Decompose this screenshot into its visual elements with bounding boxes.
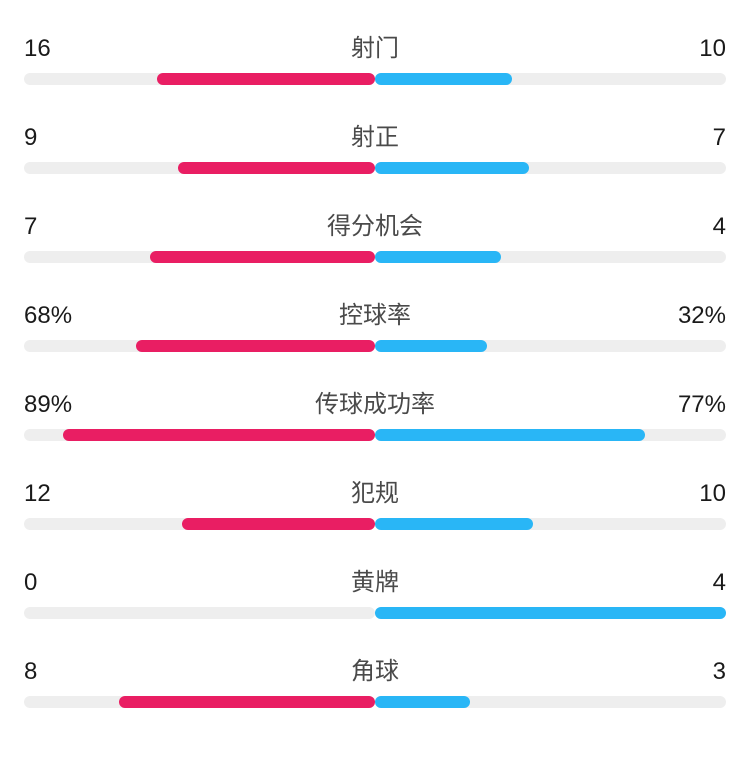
stat-row: 7 得分机会 4 [24, 206, 726, 263]
away-track [375, 429, 726, 441]
stat-label: 犯规 [84, 473, 666, 508]
away-track [375, 162, 726, 174]
home-value: 12 [24, 480, 84, 508]
away-value: 10 [666, 35, 726, 63]
stat-bars [24, 607, 726, 619]
stat-bars [24, 73, 726, 85]
stat-header: 12 犯规 10 [24, 473, 726, 508]
away-fill [375, 340, 487, 352]
away-track [375, 518, 726, 530]
stat-header: 8 角球 3 [24, 651, 726, 686]
stat-header: 16 射门 10 [24, 28, 726, 63]
away-value: 4 [666, 213, 726, 241]
home-track [24, 518, 375, 530]
away-fill [375, 607, 726, 619]
home-track [24, 696, 375, 708]
stat-header: 9 射正 7 [24, 117, 726, 152]
home-track [24, 162, 375, 174]
stat-row: 8 角球 3 [24, 651, 726, 708]
home-track [24, 429, 375, 441]
stat-header: 89% 传球成功率 77% [24, 384, 726, 419]
away-fill [375, 518, 533, 530]
match-stats-chart: 16 射门 10 9 射正 7 7 得分机会 [24, 28, 726, 708]
home-fill [150, 251, 375, 263]
stat-label: 得分机会 [84, 206, 666, 241]
away-fill [375, 696, 470, 708]
home-value: 89% [24, 391, 84, 419]
stat-header: 0 黄牌 4 [24, 562, 726, 597]
stat-row: 16 射门 10 [24, 28, 726, 85]
away-value: 3 [666, 658, 726, 686]
home-value: 7 [24, 213, 84, 241]
stat-label: 黄牌 [84, 562, 666, 597]
away-fill [375, 251, 501, 263]
away-track [375, 607, 726, 619]
home-fill [157, 73, 375, 85]
stat-bars [24, 251, 726, 263]
stat-row: 68% 控球率 32% [24, 295, 726, 352]
stat-label: 射正 [84, 117, 666, 152]
stat-header: 7 得分机会 4 [24, 206, 726, 241]
home-track [24, 607, 375, 619]
stat-row: 12 犯规 10 [24, 473, 726, 530]
home-track [24, 251, 375, 263]
home-value: 0 [24, 569, 84, 597]
stat-header: 68% 控球率 32% [24, 295, 726, 330]
away-value: 77% [666, 391, 726, 419]
stat-label: 传球成功率 [84, 384, 666, 419]
home-fill [178, 162, 375, 174]
stat-bars [24, 518, 726, 530]
away-track [375, 251, 726, 263]
away-track [375, 696, 726, 708]
stat-label: 射门 [84, 28, 666, 63]
away-fill [375, 429, 645, 441]
stat-label: 角球 [84, 651, 666, 686]
stat-bars [24, 340, 726, 352]
home-value: 16 [24, 35, 84, 63]
home-track [24, 73, 375, 85]
stat-label: 控球率 [84, 295, 666, 330]
away-value: 10 [666, 480, 726, 508]
home-value: 9 [24, 124, 84, 152]
away-value: 4 [666, 569, 726, 597]
home-value: 8 [24, 658, 84, 686]
away-track [375, 340, 726, 352]
stat-bars [24, 429, 726, 441]
away-value: 32% [666, 302, 726, 330]
home-fill [136, 340, 375, 352]
away-value: 7 [666, 124, 726, 152]
away-track [375, 73, 726, 85]
home-fill [182, 518, 375, 530]
home-fill [119, 696, 375, 708]
stat-row: 0 黄牌 4 [24, 562, 726, 619]
away-fill [375, 73, 512, 85]
home-fill [63, 429, 375, 441]
stat-row: 9 射正 7 [24, 117, 726, 174]
home-value: 68% [24, 302, 84, 330]
home-track [24, 340, 375, 352]
stat-bars [24, 162, 726, 174]
stat-bars [24, 696, 726, 708]
away-fill [375, 162, 529, 174]
stat-row: 89% 传球成功率 77% [24, 384, 726, 441]
